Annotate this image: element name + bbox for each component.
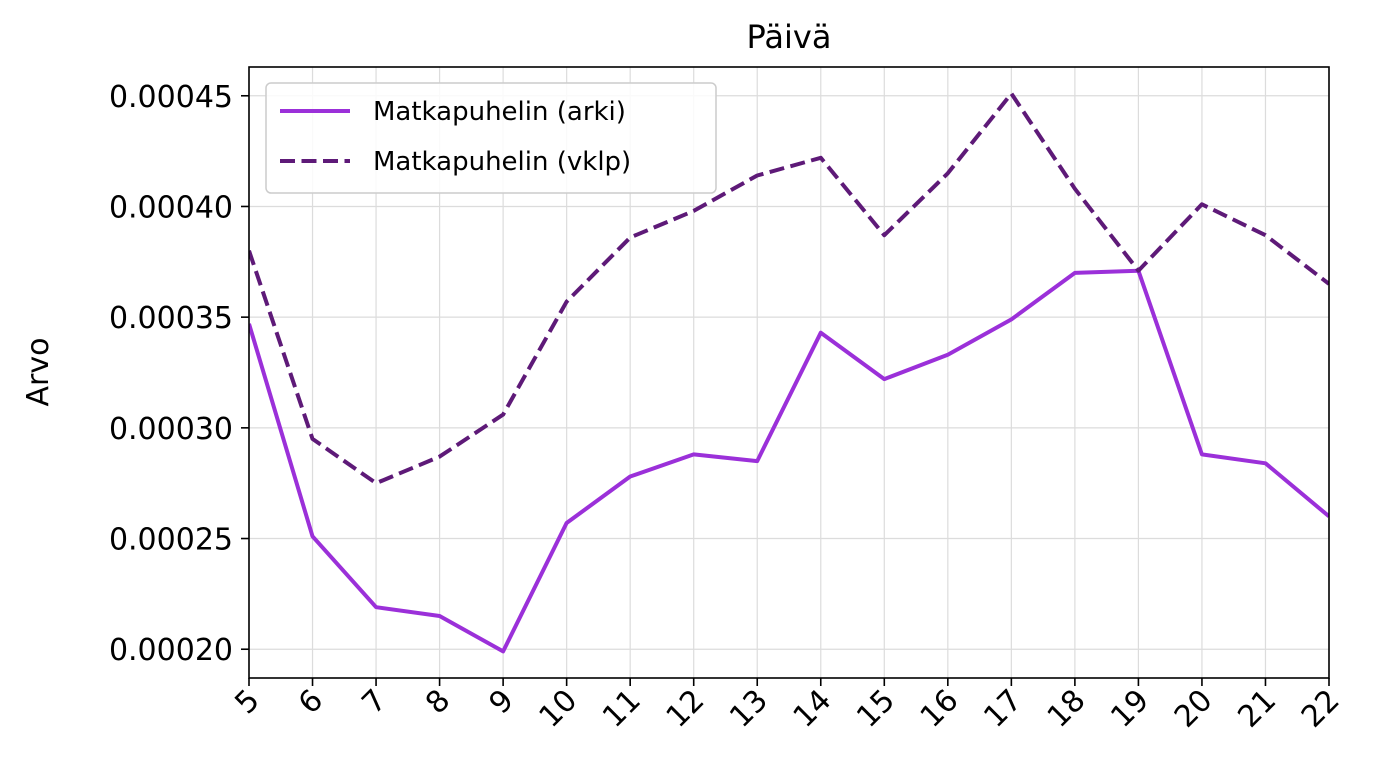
legend-box bbox=[265, 82, 717, 194]
y-tick-label: 0.00020 bbox=[109, 633, 233, 668]
y-tick-label: 0.00035 bbox=[109, 301, 233, 336]
y-tick-label: 0.00025 bbox=[109, 523, 233, 558]
y-tick-label: 0.00030 bbox=[109, 412, 233, 447]
legend-label-1: Matkapuhelin (arki) bbox=[373, 97, 626, 127]
y-tick-label: 0.00045 bbox=[109, 80, 233, 115]
legend: Matkapuhelin (arki) Matkapuhelin (vklp) bbox=[265, 82, 717, 194]
legend-label-2: Matkapuhelin (vklp) bbox=[373, 147, 631, 177]
y-tick-label: 0.00040 bbox=[109, 190, 233, 225]
y-axis-label: Arvo bbox=[21, 338, 56, 407]
chart-title: Päivä bbox=[747, 18, 832, 56]
series-group bbox=[249, 91, 1329, 654]
series-line-2 bbox=[249, 91, 1329, 486]
plot-frame bbox=[248, 66, 1330, 679]
series-line-1 bbox=[249, 268, 1329, 654]
